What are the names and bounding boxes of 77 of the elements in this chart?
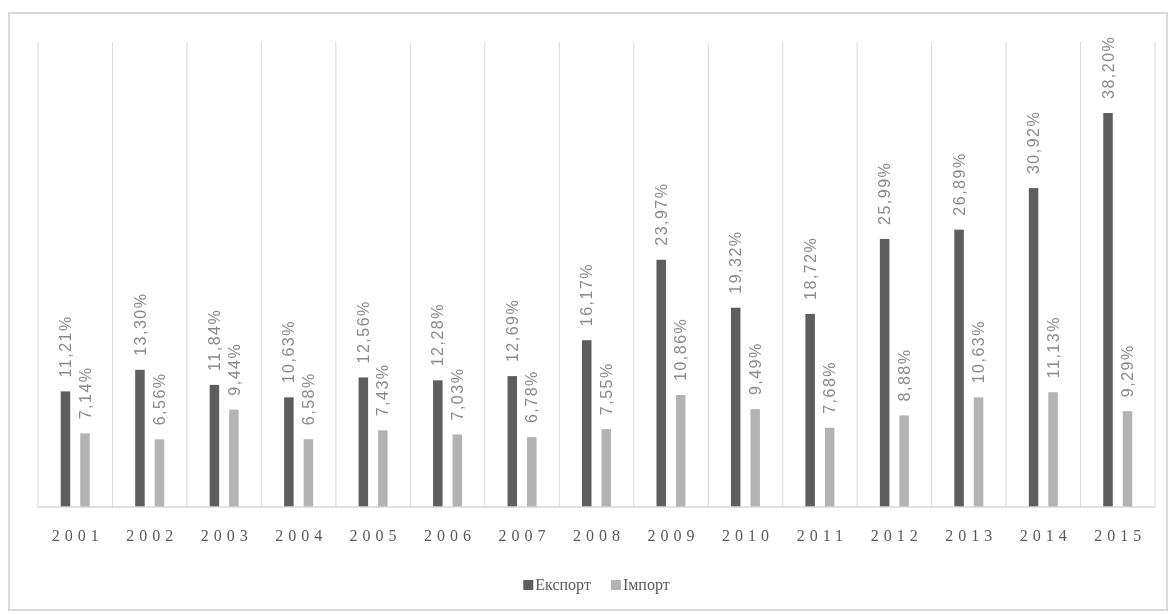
- bar: [1122, 411, 1133, 507]
- data-label: 10,63%: [970, 320, 988, 384]
- bar: [656, 259, 666, 507]
- x-tick-label: 2011: [796, 527, 849, 544]
- bar: [378, 430, 388, 507]
- bar: [284, 397, 294, 507]
- bar: [154, 439, 165, 507]
- data-label: 38,20%: [1099, 35, 1117, 99]
- data-label: 6,56%: [151, 372, 169, 426]
- x-tick-label: 2013: [945, 527, 998, 544]
- data-label: 16,17%: [578, 262, 596, 327]
- x-tick-label: 2007: [498, 527, 551, 544]
- bar: [675, 394, 686, 507]
- data-label: 7,43%: [374, 363, 392, 417]
- data-label: 6,78%: [523, 370, 541, 424]
- bar: [1028, 188, 1039, 507]
- bar: [452, 434, 463, 507]
- bar: [60, 391, 71, 507]
- bar: [954, 229, 964, 507]
- data-label: 18,72%: [801, 236, 819, 300]
- x-tick-label: 2009: [647, 527, 700, 544]
- bar: [507, 376, 518, 507]
- data-label: 9,44%: [225, 342, 243, 396]
- data-label: 11,84%: [206, 308, 224, 371]
- bar: [750, 409, 760, 507]
- bar: [899, 415, 909, 507]
- data-label: 26,89%: [950, 152, 968, 216]
- x-tick-label: 2012: [870, 527, 923, 544]
- bar: [1048, 392, 1058, 507]
- x-tick-label: 2008: [573, 527, 625, 544]
- data-label: 9,49%: [746, 342, 764, 396]
- bar: [973, 397, 984, 507]
- bar: [1103, 113, 1113, 507]
- data-label: 7,03%: [448, 367, 466, 421]
- x-tick-label: 2006: [424, 527, 477, 544]
- data-label: 10,86%: [672, 317, 690, 381]
- bar: [527, 437, 537, 507]
- x-tick-label: 2010: [721, 527, 774, 544]
- bar: [80, 433, 90, 507]
- x-tick-label: 2003: [200, 527, 253, 544]
- bar: [730, 307, 741, 507]
- data-label: 12,69%: [503, 298, 521, 363]
- data-label: 10,63%: [280, 320, 298, 384]
- x-tick-label: 2005: [349, 527, 402, 544]
- bar: [209, 384, 220, 507]
- x-tick-label: 2002: [126, 527, 179, 544]
- data-label: 7,55%: [597, 362, 615, 416]
- data-label: 25,99%: [876, 161, 894, 225]
- data-label: 6,58%: [299, 372, 317, 426]
- bar: [229, 409, 239, 507]
- legend-label: Експорт: [535, 576, 591, 594]
- data-label: 7,14%: [76, 366, 94, 420]
- x-tick-label: 2004: [275, 527, 328, 544]
- data-label: 8,88%: [895, 348, 913, 402]
- data-label: 30,92%: [1025, 110, 1043, 175]
- legend-label: Імпорт: [622, 576, 670, 594]
- x-tick-label: 2014: [1019, 527, 1072, 544]
- data-label: 13,30%: [131, 292, 149, 356]
- bar: [582, 340, 592, 507]
- x-tick-label: 2001: [51, 527, 104, 544]
- data-label: 23,97%: [652, 182, 670, 246]
- data-label: 7,68%: [821, 360, 839, 414]
- x-tick-label: 2015: [1094, 527, 1147, 544]
- bar: [824, 427, 835, 507]
- bar: [358, 377, 369, 507]
- data-label: 9,29%: [1119, 344, 1137, 398]
- data-label: 11,21%: [57, 315, 75, 378]
- data-label: 19,32%: [727, 230, 745, 294]
- bar: [433, 380, 443, 507]
- bar: [879, 238, 890, 507]
- bar: [303, 439, 314, 507]
- bar: [601, 429, 611, 507]
- data-label: 11,13%: [1044, 316, 1062, 379]
- bar: [805, 313, 815, 507]
- bar: [135, 369, 145, 507]
- data-label: 12,28%: [429, 303, 447, 367]
- data-label: 12,56%: [354, 300, 372, 364]
